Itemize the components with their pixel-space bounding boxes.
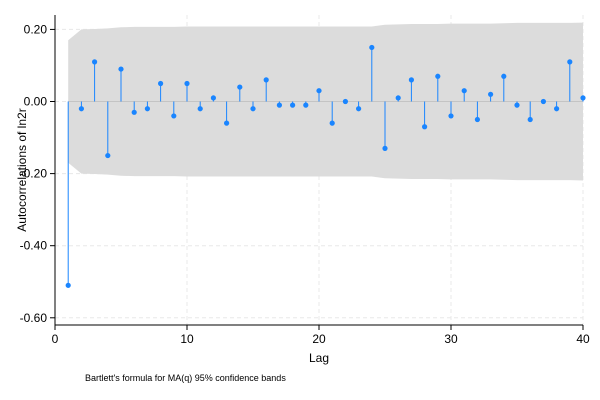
stem-point [369,44,375,51]
stem-point [395,95,401,101]
y-ticks: 0.20 0.00 -0.20 -0.40 -0.60 [20,22,55,325]
x-tick-label: 40 [576,332,590,346]
stem-point [408,77,414,83]
stem-point [92,59,98,65]
y-tick-label: -0.60 [20,311,48,325]
y-tick-label: 0.20 [24,22,48,36]
y-axis-title: Autocorrelations of ln2r [15,108,29,231]
x-tick-label: 30 [444,332,458,346]
x-tick-label: 0 [52,332,59,346]
stem-point [303,102,309,108]
stem-point [540,98,547,105]
stem-point [567,59,573,65]
x-tick-label: 20 [312,332,326,346]
stem-point [316,88,322,94]
stem-point [342,98,348,105]
stem-point [78,106,84,112]
stem-point [488,91,494,97]
y-tick-label: -0.40 [20,239,48,253]
stem-point [210,95,216,101]
stem-point [65,282,71,288]
stem-point [422,124,428,130]
stem-point [356,106,362,112]
stem-point [461,88,467,94]
stem-point [131,109,137,115]
stem-point [276,102,282,108]
stem-point [144,106,150,112]
stem-point [435,73,441,79]
stem-point [237,84,243,90]
stem-point [105,152,111,159]
stem-point [197,106,203,112]
stem-point [527,116,533,123]
stem-point [501,73,507,79]
x-tick-label: 10 [180,332,194,346]
stem-point [514,102,520,108]
stem-point [184,80,190,87]
stem-point [290,102,296,108]
stem-point [329,120,335,126]
stem-point [474,116,480,123]
y-tick-label: -0.20 [20,167,48,181]
stem-point [554,106,560,112]
stem-point [171,113,177,119]
stem-point [118,66,124,72]
x-axis-title: Lag [309,351,329,365]
x-ticks: 0 10 20 30 40 [52,325,590,346]
stem-point [382,145,388,151]
stem-point [580,95,586,101]
y-tick-label: 0.00 [24,95,48,109]
stem-point [448,113,454,119]
stem-series [65,44,586,288]
stem-point [250,106,256,112]
stem-point [263,77,269,83]
confidence-band-note: Bartlett's formula for MA(q) 95% confide… [85,373,286,383]
stem-point [158,80,164,87]
stem-point [224,120,230,126]
